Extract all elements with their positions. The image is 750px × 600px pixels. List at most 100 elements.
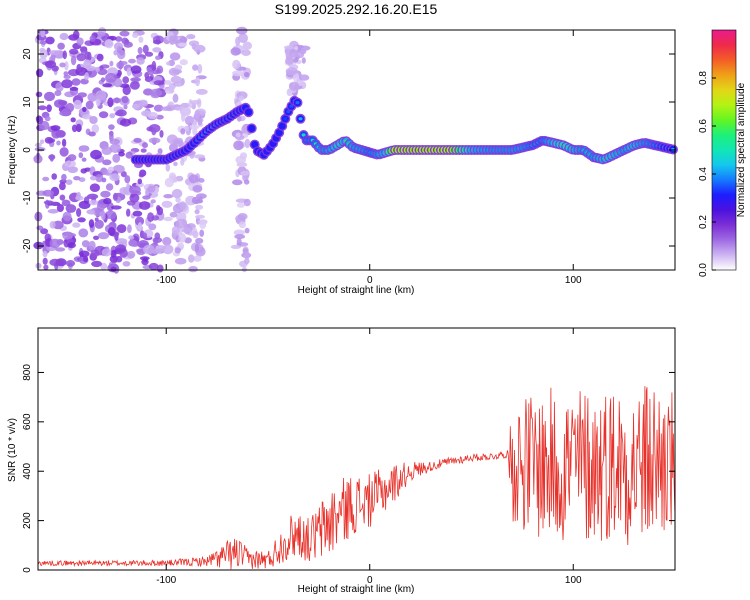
- noise-speck: [233, 229, 245, 236]
- noise-speck: [76, 208, 82, 217]
- colorbar-frame: [711, 29, 737, 271]
- noise-speck: [40, 28, 46, 38]
- noise-speck: [178, 42, 188, 47]
- noise-speck: [230, 47, 241, 56]
- noise-speck: [73, 176, 81, 181]
- noise-speck: [42, 176, 50, 182]
- noise-speck: [147, 112, 158, 119]
- noise-speck: [95, 90, 107, 100]
- noise-speck: [109, 173, 120, 182]
- noise-speck: [165, 164, 171, 172]
- noise-speck: [169, 52, 181, 61]
- noise-speck: [88, 240, 96, 251]
- noise-speck: [78, 200, 91, 210]
- ridge-core: [271, 141, 276, 145]
- noise-speck: [100, 262, 108, 271]
- noise-speck: [132, 32, 139, 38]
- spectrogram-x-ticks: -100 0 100: [156, 30, 582, 286]
- noise-speck: [184, 125, 190, 132]
- noise-speck: [169, 211, 178, 218]
- noise-speck: [238, 221, 246, 229]
- noise-speck: [54, 99, 66, 108]
- noise-speck: [40, 228, 49, 235]
- noise-speck: [52, 220, 64, 230]
- noise-speck: [199, 229, 205, 237]
- noise-speck: [137, 178, 143, 185]
- y-tick-label: -10: [22, 190, 33, 205]
- noise-speck: [175, 197, 181, 203]
- ridge-core: [246, 110, 251, 114]
- noise-speck: [35, 91, 43, 98]
- noise-speck: [90, 149, 102, 160]
- noise-speck: [195, 88, 208, 95]
- colorbar-tick-label: 0.4: [698, 167, 709, 181]
- noise-speck: [46, 104, 52, 113]
- spectrogram-x-label: Height of straight line (km): [298, 285, 415, 296]
- noise-speck: [195, 237, 204, 244]
- noise-speck: [80, 46, 88, 53]
- snr-x-ticks: -100 0 100: [156, 328, 582, 586]
- noise-speck: [184, 115, 195, 126]
- noise-speck: [69, 48, 79, 55]
- ridge-core: [274, 136, 279, 140]
- noise-speck: [130, 65, 142, 74]
- noise-speck: [232, 70, 244, 77]
- noise-speck: [164, 80, 172, 85]
- noise-speck: [75, 123, 82, 133]
- noise-speck: [109, 113, 116, 119]
- noise-speck: [113, 49, 118, 56]
- y-tick-label: 0: [22, 147, 33, 153]
- noise-speck: [110, 266, 117, 273]
- noise-speck: [298, 74, 310, 81]
- noise-speck: [51, 129, 61, 139]
- noise-speck: [236, 26, 248, 35]
- noise-speck: [162, 236, 172, 246]
- noise-speck: [184, 237, 192, 244]
- noise-speck: [181, 227, 192, 233]
- noise-speck: [44, 91, 55, 102]
- noise-speck: [34, 147, 46, 152]
- noise-speck: [49, 258, 61, 266]
- noise-speck: [164, 177, 174, 188]
- noise-speck: [196, 193, 207, 199]
- noise-speck: [88, 200, 99, 206]
- noise-speck: [285, 56, 294, 65]
- noise-speck: [71, 124, 78, 133]
- noise-speck: [195, 214, 205, 219]
- noise-speck: [163, 194, 174, 199]
- noise-speck: [61, 173, 67, 181]
- noise-speck: [175, 218, 188, 229]
- noise-speck: [162, 244, 174, 255]
- noise-speck: [117, 49, 126, 60]
- noise-speck: [94, 217, 99, 222]
- noise-speck: [152, 47, 162, 53]
- noise-speck: [78, 228, 89, 238]
- noise-speck: [124, 175, 131, 184]
- noise-speck: [107, 227, 116, 236]
- noise-speck: [171, 226, 180, 235]
- noise-speck: [159, 130, 164, 138]
- noise-speck: [152, 39, 162, 45]
- noise-speck: [153, 185, 159, 194]
- noise-speck: [122, 76, 130, 84]
- noise-speck: [174, 106, 184, 111]
- noise-speck: [232, 59, 241, 70]
- noise-speck: [172, 81, 184, 87]
- noise-speck: [244, 138, 251, 149]
- noise-speck: [153, 238, 159, 245]
- noise-speck: [109, 143, 121, 153]
- noise-speck: [178, 233, 187, 243]
- noise-speck: [140, 148, 147, 153]
- noise-speck: [136, 57, 145, 65]
- noise-speck: [49, 154, 54, 162]
- colorbar-label: Normalized spectral amplitude: [736, 82, 747, 217]
- noise-speck: [115, 244, 127, 253]
- noise-speck: [45, 36, 55, 45]
- noise-speck: [195, 76, 200, 87]
- noise-speck: [238, 95, 245, 101]
- noise-speck: [71, 78, 81, 86]
- noise-speck: [243, 251, 251, 260]
- noise-speck: [36, 225, 44, 231]
- x-tick-label: 100: [565, 575, 582, 586]
- noise-speck: [100, 77, 106, 82]
